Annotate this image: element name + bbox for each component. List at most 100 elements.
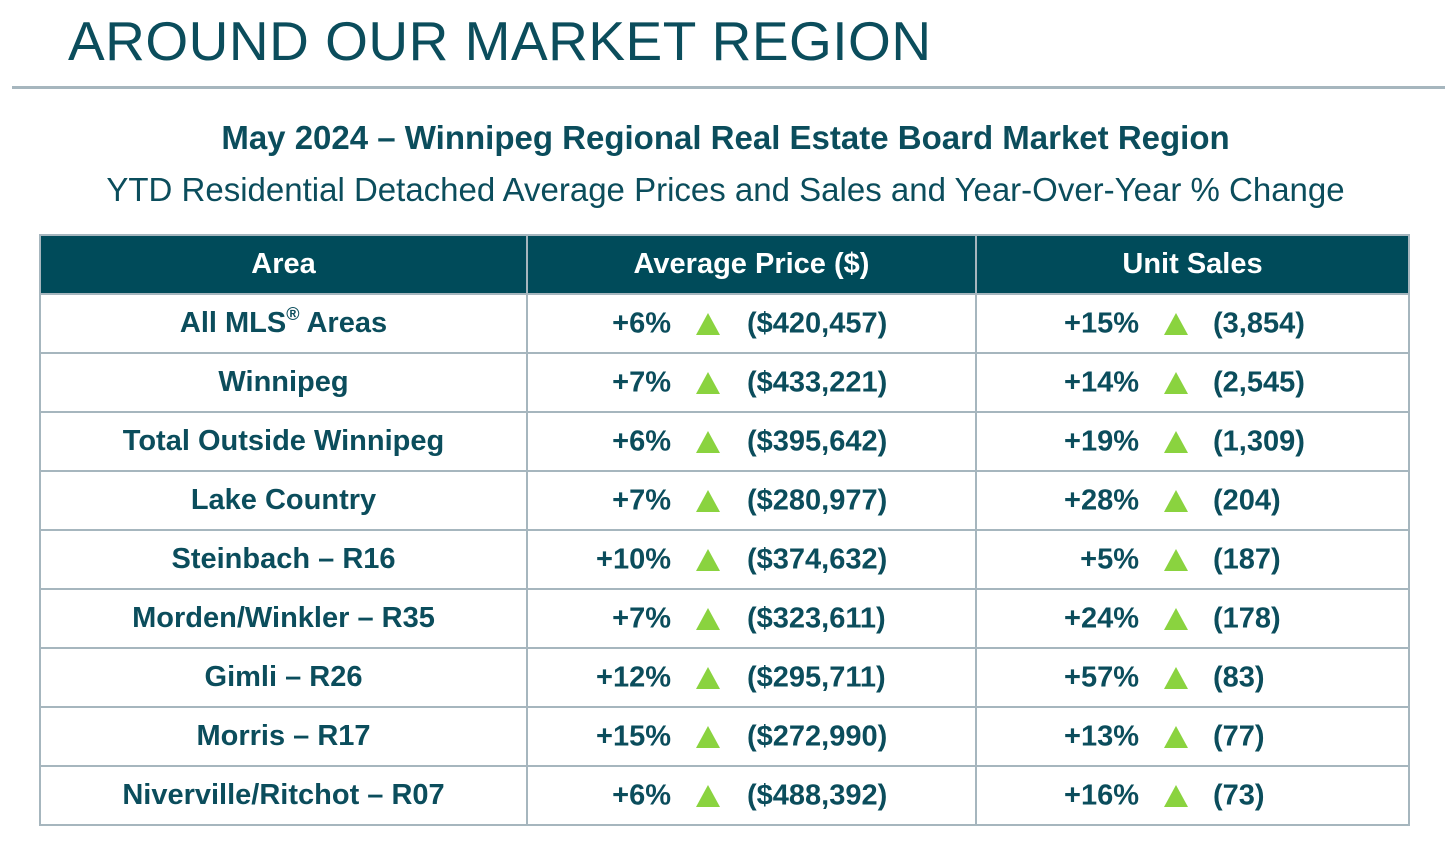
up-arrow-icon <box>1164 607 1188 630</box>
up-arrow-icon <box>1164 666 1188 689</box>
area-cell: Morden/Winkler – R35 <box>39 588 528 649</box>
unit-sales-cell: +15% (3,854) <box>975 293 1410 354</box>
up-arrow-icon <box>696 548 720 571</box>
up-arrow-icon <box>696 666 720 689</box>
up-arrow-icon <box>696 489 720 512</box>
sales-change-percent: +28% <box>1064 484 1139 516</box>
average-price-cell: +15% ($272,990) <box>526 706 977 767</box>
up-arrow-icon <box>696 784 720 807</box>
area-cell: Winnipeg <box>39 352 528 413</box>
up-arrow-icon <box>696 430 720 453</box>
table-row: Lake Country +7% ($280,977) +28% (204) <box>39 470 1410 531</box>
unit-sales-value: (1,309) <box>1213 425 1305 457</box>
unit-sales-cell: +57% (83) <box>975 647 1410 708</box>
table-row: Total Outside Winnipeg +6% ($395,642) +19% (… <box>39 411 1410 472</box>
price-change-percent: +7% <box>612 366 671 398</box>
sales-change-percent: +24% <box>1064 602 1139 634</box>
unit-sales-cell: +24% (178) <box>975 588 1410 649</box>
area-cell: Gimli – R26 <box>39 647 528 708</box>
area-cell: Morris – R17 <box>39 706 528 767</box>
up-arrow-icon <box>1164 430 1188 453</box>
up-arrow-icon <box>1164 489 1188 512</box>
price-change-percent: +12% <box>596 661 671 693</box>
sales-change-percent: +19% <box>1064 425 1139 457</box>
average-price-cell: +6% ($488,392) <box>526 765 977 826</box>
unit-sales-cell: +28% (204) <box>975 470 1410 531</box>
table-row: Gimli – R26 +12% ($295,711) +57% (83) <box>39 647 1410 708</box>
sales-change-percent: +13% <box>1064 720 1139 752</box>
report-description: YTD Residential Detached Average Prices … <box>106 171 1345 208</box>
area-name: Winnipeg <box>218 366 349 398</box>
average-price-cell: +7% ($433,221) <box>526 352 977 413</box>
unit-sales-value: (73) <box>1213 779 1265 811</box>
average-price-cell: +10% ($374,632) <box>526 529 977 590</box>
average-price-value: ($272,990) <box>747 720 888 752</box>
unit-sales-cell: +13% (77) <box>975 706 1410 767</box>
price-change-percent: +10% <box>596 543 671 575</box>
unit-sales-cell: +14% (2,545) <box>975 352 1410 413</box>
area-cell: Lake Country <box>39 470 528 531</box>
table-row: Winnipeg +7% ($433,221) +14% (2,545) <box>39 352 1410 413</box>
up-arrow-icon <box>1164 725 1188 748</box>
up-arrow-icon <box>1164 312 1188 335</box>
table-row: All MLS® Areas +6% ($420,457) +15% (3,854) <box>39 293 1410 354</box>
area-name: Morris – R17 <box>196 720 371 752</box>
area-cell: Steinbach – R16 <box>39 529 528 590</box>
area-name: Total Outside Winnipeg <box>122 425 445 457</box>
area-cell: Total Outside Winnipeg <box>39 411 528 472</box>
table-row: Niverville/Ritchot – R07 +6% ($488,392) +16… <box>39 765 1410 826</box>
average-price-value: ($433,221) <box>747 366 888 398</box>
unit-sales-value: (2,545) <box>1213 366 1305 398</box>
price-change-percent: +6% <box>612 779 671 811</box>
sales-change-percent: +57% <box>1064 661 1139 693</box>
registered-mark: ® <box>286 304 300 324</box>
average-price-cell: +7% ($323,611) <box>526 588 977 649</box>
area-cell: Niverville/Ritchot – R07 <box>39 765 528 826</box>
area-name-suffix: Areas <box>299 307 388 339</box>
up-arrow-icon <box>696 725 720 748</box>
unit-sales-value: (187) <box>1213 543 1281 575</box>
up-arrow-icon <box>1164 784 1188 807</box>
up-arrow-icon <box>696 371 720 394</box>
area-name: Morden/Winkler – R35 <box>132 602 435 634</box>
column-header-unit-sales: Unit Sales <box>975 234 1410 295</box>
unit-sales-value: (3,854) <box>1213 307 1305 339</box>
up-arrow-icon <box>696 312 720 335</box>
price-change-percent: +7% <box>612 484 671 516</box>
unit-sales-value: (204) <box>1213 484 1281 516</box>
area-name: Gimli – R26 <box>204 661 363 693</box>
unit-sales-cell: +16% (73) <box>975 765 1410 826</box>
column-header-average-price: Average Price ($) <box>526 234 977 295</box>
average-price-value: ($295,711) <box>747 661 886 693</box>
unit-sales-value: (83) <box>1213 661 1265 693</box>
page-title: AROUND OUR MARKET REGION <box>68 10 932 72</box>
sales-change-percent: +15% <box>1064 307 1139 339</box>
average-price-value: ($374,632) <box>747 543 888 575</box>
price-change-percent: +6% <box>612 425 671 457</box>
average-price-value: ($280,977) <box>747 484 888 516</box>
price-change-percent: +15% <box>596 720 671 752</box>
area-name: Lake Country <box>190 484 377 516</box>
average-price-value: ($488,392) <box>747 779 888 811</box>
average-price-cell: +6% ($395,642) <box>526 411 977 472</box>
up-arrow-icon <box>1164 548 1188 571</box>
table-row: Morden/Winkler – R35 +7% ($323,611) +24% (17… <box>39 588 1410 649</box>
sales-change-percent: +5% <box>1080 543 1139 575</box>
up-arrow-icon <box>1164 371 1188 394</box>
average-price-value: ($420,457) <box>747 307 888 339</box>
unit-sales-cell: +19% (1,309) <box>975 411 1410 472</box>
title-divider <box>12 86 1445 89</box>
area-name: All MLS <box>179 307 287 339</box>
unit-sales-cell: +5% (187) <box>975 529 1410 590</box>
unit-sales-value: (178) <box>1213 602 1281 634</box>
area-name: Steinbach – R16 <box>171 543 396 575</box>
sales-change-percent: +14% <box>1064 366 1139 398</box>
average-price-cell: +7% ($280,977) <box>526 470 977 531</box>
average-price-value: ($395,642) <box>747 425 888 457</box>
table-row: Steinbach – R16 +10% ($374,632) +5% (187) <box>39 529 1410 590</box>
area-cell: All MLS® Areas <box>39 293 528 354</box>
unit-sales-value: (77) <box>1213 720 1265 752</box>
average-price-cell: +6% ($420,457) <box>526 293 977 354</box>
sales-change-percent: +16% <box>1064 779 1139 811</box>
table-header-row: Area Average Price ($) Unit Sales <box>39 234 1410 295</box>
